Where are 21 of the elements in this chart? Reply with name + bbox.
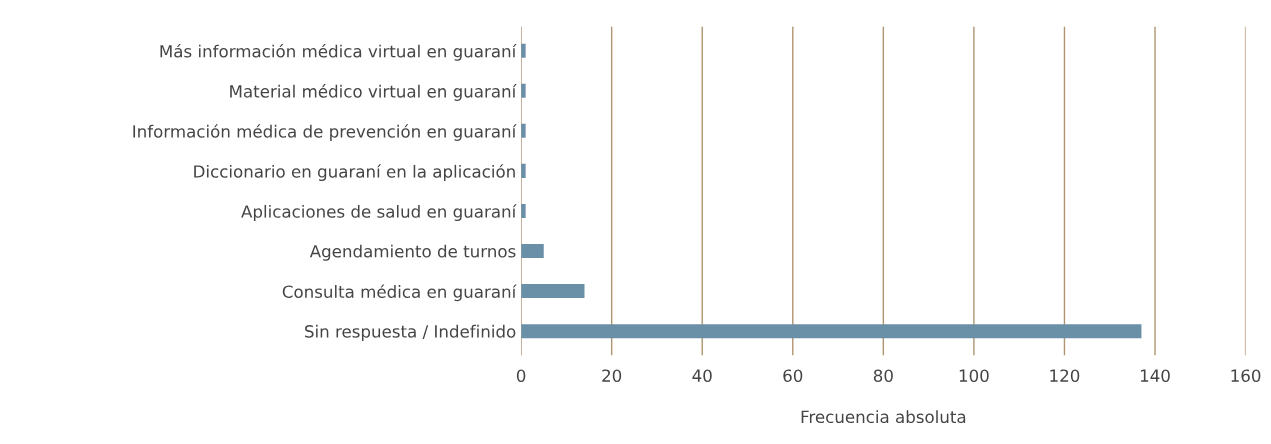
- y-tick-label: Consulta médica en guaraní: [282, 284, 517, 302]
- bar: [521, 324, 1142, 339]
- x-tick-label: 140: [1140, 369, 1170, 382]
- x-tick-label: 0: [516, 369, 526, 382]
- x-axis-title: Frecuencia absoluta: [801, 410, 966, 424]
- y-tick-label: Aplicaciones de salud en guaraní: [241, 204, 517, 222]
- bar: [521, 284, 585, 299]
- bar: [521, 244, 544, 259]
- x-tick-label: 100: [959, 369, 989, 382]
- x-tick-label: 160: [1231, 369, 1261, 382]
- y-tick-label: Sin respuesta / Indefinido: [305, 324, 516, 341]
- x-tick-label: 120: [1050, 369, 1080, 382]
- x-tick-label: 80: [873, 369, 893, 382]
- x-tick-label: 20: [602, 369, 622, 382]
- y-tick-label: Agendamiento de turnos: [309, 244, 516, 261]
- x-tick-label: 40: [692, 369, 712, 382]
- y-tick-label: Más información médica virtual en guaraní: [160, 44, 517, 61]
- y-tick-label: Material médico virtual en guaraní: [230, 84, 517, 101]
- x-tick-label: 60: [783, 369, 803, 382]
- y-tick-label: Diccionario en guaraní en la aplicación: [194, 164, 515, 182]
- y-tick-label: Información médica de prevención en guaraní: [133, 124, 517, 141]
